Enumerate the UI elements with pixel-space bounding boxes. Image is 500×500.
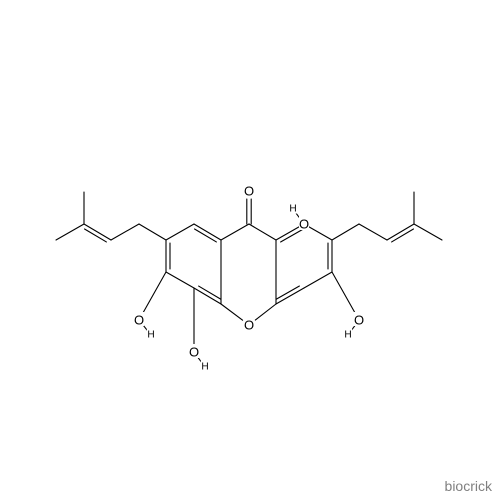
svg-text:O: O — [134, 313, 144, 328]
svg-text:O: O — [244, 184, 254, 199]
molecule-svg: OOOHOHOHOH — [0, 0, 500, 500]
svg-text:H: H — [344, 330, 351, 341]
svg-text:O: O — [299, 217, 309, 232]
watermark-text: biocrick — [445, 478, 492, 494]
svg-text:O: O — [244, 318, 254, 333]
svg-text:H: H — [147, 330, 154, 341]
svg-text:O: O — [189, 345, 199, 360]
svg-text:H: H — [201, 362, 208, 373]
svg-text:O: O — [354, 313, 364, 328]
molecule-canvas: OOOHOHOHOH biocrick — [0, 0, 500, 500]
svg-text:H: H — [289, 204, 296, 215]
